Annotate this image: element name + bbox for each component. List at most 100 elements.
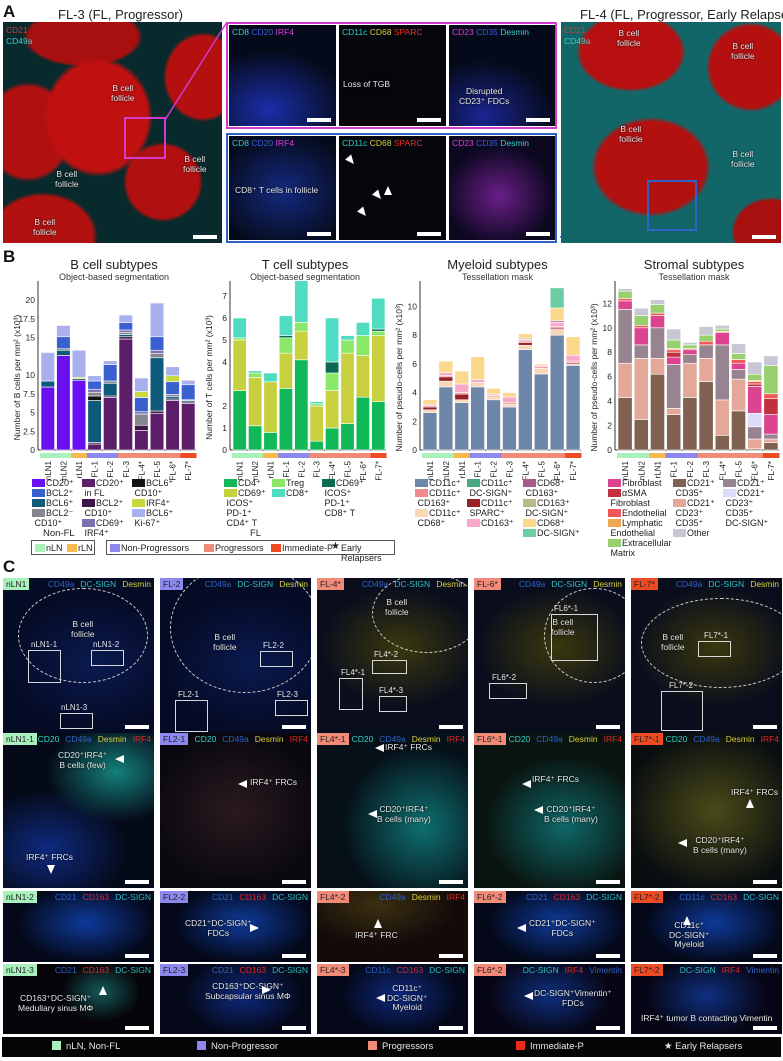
y-tick-label: 4 (607, 396, 612, 406)
bar-segment (134, 397, 149, 413)
bar-segment (666, 356, 682, 365)
sample-tag: FL7*-2 (631, 964, 663, 976)
panel-a-left-title: FL-3 (FL, Progressor) (58, 7, 183, 22)
group-strip (517, 453, 534, 458)
group-strip (86, 453, 103, 458)
channel-label: CD23 (452, 27, 474, 37)
legend-label: CD21⁺ CD35⁺ (675, 478, 715, 498)
roi-label: nLN1-3 (61, 703, 88, 712)
channel-label: CD20 (508, 734, 531, 744)
bar-segment (565, 355, 581, 362)
x-tick-label: nLN1 (44, 460, 53, 480)
annotation: CD21⁺DC-SIGN⁺ FDCs (529, 918, 596, 938)
bar-segment (650, 373, 665, 451)
bar-segment (633, 344, 649, 359)
y-tick-label: 12 (603, 298, 613, 308)
legend-item: CD11c⁺ SPARC⁺ (467, 498, 513, 518)
legend-swatch (723, 479, 736, 487)
sample-tag: FL-6* (474, 578, 501, 590)
bar-segment (438, 372, 454, 376)
legend-swatch (467, 479, 480, 487)
bar-segment (278, 335, 293, 339)
scale-bar (282, 954, 306, 958)
scale-bar (307, 232, 331, 236)
x-tick-label: nLN2 (442, 460, 451, 480)
legend-item: BCL6⁺ Ki-67⁺ (132, 508, 173, 528)
bar-segment (470, 379, 485, 383)
channel-label: CD35 (476, 27, 498, 37)
y-tick-label: 10 (26, 370, 36, 380)
bar-segment (422, 412, 438, 451)
channel-labels: CD20 CD49a Desmin IRF4 (503, 734, 622, 744)
bar-segment (617, 309, 633, 364)
scale-bar (753, 725, 777, 729)
bar-segment (371, 335, 386, 402)
legend-label: Immediate-P (530, 1041, 584, 1052)
legend-label: BCL2⁺ (46, 488, 74, 498)
channel-label: CD20 (194, 734, 217, 744)
bar-segment (263, 381, 278, 433)
blue-roi-box (647, 180, 697, 231)
legend-label: BCL6⁺ Ki-67⁺ (134, 508, 174, 528)
legend-label: BCL2⁺ CD10⁺ (84, 498, 124, 518)
bar-segment (371, 330, 386, 336)
bottom-group-legend: nLN, Non-FL Non-Progressor Progressors I… (2, 1037, 781, 1057)
legend-item: CD69⁺ IRF4⁺ (82, 518, 124, 538)
legend-swatch (673, 479, 686, 487)
channel-label: CD49a (675, 579, 703, 589)
follicle-label: B cell follicle (55, 169, 79, 189)
roi-box (175, 700, 208, 732)
annotation: IRF4⁺ FRCs (26, 852, 73, 862)
arrowhead-icon (522, 780, 531, 788)
arrowhead-icon (345, 154, 357, 167)
x-tick-label: rLN1 (654, 460, 663, 478)
annotation: CD163⁺DC-SIGN⁺ Medullary sinus MΦ (18, 993, 94, 1013)
legend-label: Progressors (382, 1041, 434, 1052)
follicle-outline (641, 598, 782, 688)
group-strip (533, 453, 550, 458)
row4-tile-1: FL2-3 CD21 CD163 DC-SIGN CD163⁺DC-SIGN⁺ Subc… (160, 964, 311, 1034)
bar-segment (371, 297, 386, 330)
bar-segment (633, 315, 649, 326)
arrowhead-icon (375, 744, 384, 752)
bar-segment (263, 372, 278, 383)
follicle-label: B cell follicle (33, 217, 57, 237)
bar-segment (682, 397, 698, 451)
immediate-p-label: Immediate-P (282, 543, 334, 553)
x-tick-label: FL-7* (767, 461, 776, 480)
bar-segment (534, 363, 549, 366)
bar-segment (422, 399, 438, 405)
x-tick-label: FL-7* (374, 461, 383, 480)
bar-segment (103, 397, 118, 451)
bar-segment (355, 355, 370, 398)
y-tick-label: 0 (607, 445, 612, 455)
group-strip (649, 453, 667, 458)
channel-label: CD11c (342, 27, 368, 37)
group-strip (232, 453, 248, 458)
bar-segment (325, 372, 340, 391)
star-icon: ★ (664, 1041, 673, 1052)
myeloid-legend: CD11c⁺ CD11c⁺ CD163⁺ CD11c⁺ CD68⁺ CD11c⁺ DC… (415, 478, 585, 558)
channel-label: DC-SIGN (272, 892, 308, 902)
overview-tile-0: nLN1 CD49a DC-SIGN Desmin B cell follicle nLN… (3, 578, 154, 733)
bar-segment (747, 413, 763, 428)
scale-bar (282, 880, 306, 884)
bar-segment (118, 322, 133, 331)
bar-segment (278, 315, 293, 336)
legend-item: CD21⁺ CD23⁺ CD35⁺ DC-SIGN⁺ (723, 488, 768, 528)
channel-label: Desmin (97, 734, 127, 744)
bar-segment (666, 339, 682, 349)
group-strip (617, 453, 634, 458)
legend-item: BCL6⁺ CD10⁺ (132, 478, 173, 498)
legend-swatch (415, 479, 428, 487)
channel-label: DC-SIGN (115, 965, 151, 975)
chart-2: Myeloid subtypes Tessellation mask Number … (390, 255, 585, 480)
bar-segment (248, 372, 263, 378)
y-tick-label: 8 (412, 330, 417, 340)
bar-segment (454, 402, 470, 451)
y-tick-label: 0 (222, 445, 227, 455)
roi-label: FL6*-1 (554, 604, 579, 613)
legend-item: CD163⁺ (467, 518, 514, 528)
roi-label: FL2-2 (263, 641, 284, 650)
group-strip (681, 453, 699, 458)
